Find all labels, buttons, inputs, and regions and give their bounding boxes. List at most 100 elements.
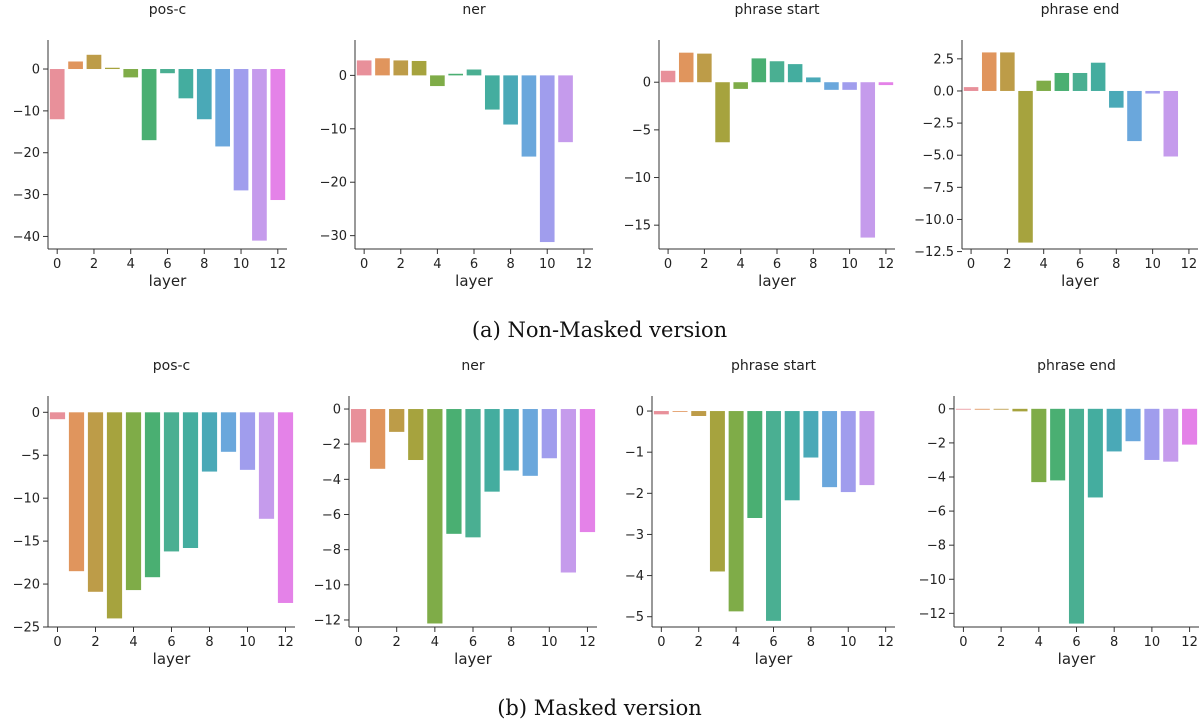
y-tick-label: −2 xyxy=(322,438,341,453)
y-tick-label: 0 xyxy=(938,402,946,417)
bar xyxy=(1127,90,1142,142)
bar xyxy=(160,69,175,74)
y-tick-label: −15 xyxy=(624,219,651,234)
bar xyxy=(822,411,838,488)
x-tick-label: 0 xyxy=(360,257,368,272)
bar xyxy=(840,411,856,493)
bar xyxy=(239,412,256,470)
x-tick-label: 0 xyxy=(959,635,967,650)
y-tick-label: −10 xyxy=(624,171,651,186)
caption-masked: (b) Masked version xyxy=(497,696,702,720)
chart-title: pos-c xyxy=(153,358,191,374)
bar xyxy=(466,69,482,76)
x-tick-label: 2 xyxy=(1003,257,1011,272)
bar xyxy=(806,77,821,83)
bar xyxy=(660,70,676,83)
y-tick-label: −10 xyxy=(320,122,347,137)
bar xyxy=(106,412,123,619)
y-tick-label: −3 xyxy=(625,528,644,543)
bar xyxy=(86,54,102,70)
bar xyxy=(448,73,464,76)
x-tick-label: 10 xyxy=(840,635,857,650)
chart-title: phrase start xyxy=(731,358,817,374)
bar xyxy=(408,409,424,461)
bar xyxy=(678,52,694,83)
x-tick-label: 0 xyxy=(354,635,362,650)
bar xyxy=(196,69,212,120)
bar xyxy=(709,411,725,572)
x-tick-label: 8 xyxy=(506,257,514,272)
y-tick-label: −5.0 xyxy=(922,149,954,164)
x-tick-label: 10 xyxy=(841,257,858,272)
x-tick-label: 10 xyxy=(233,257,250,272)
chart-title: pos-c xyxy=(149,2,187,18)
x-tick-label: 2 xyxy=(700,257,708,272)
bar xyxy=(715,82,730,143)
chart-panel-5: ner 0 −2 −4 −6 −8 −10 −12 0 2 4 6 8 10 12 layer xyxy=(314,358,597,668)
bar xyxy=(446,409,462,534)
y-tick-label: −10 xyxy=(314,578,341,593)
y-tick-label: −2 xyxy=(625,487,644,502)
bar xyxy=(125,412,142,591)
x-tick-label: 8 xyxy=(807,635,815,650)
bar xyxy=(803,411,819,458)
x-tick-label: 12 xyxy=(878,257,895,272)
bar xyxy=(393,60,409,76)
bar xyxy=(955,408,971,410)
bar xyxy=(1087,408,1103,498)
bar xyxy=(860,82,876,238)
bar xyxy=(1018,90,1033,243)
x-axis-label: layer xyxy=(755,650,793,668)
x-tick-label: 6 xyxy=(1072,635,1080,650)
x-tick-label: 4 xyxy=(433,257,441,272)
x-tick-label: 8 xyxy=(1112,257,1120,272)
y-tick-label: 0 xyxy=(333,403,341,418)
chart-title: ner xyxy=(461,358,484,374)
y-tick-label: −20 xyxy=(13,578,40,593)
bar xyxy=(270,69,286,201)
bar xyxy=(369,409,386,469)
bar xyxy=(824,82,839,90)
x-tick-label: 12 xyxy=(277,635,294,650)
x-tick-label: 0 xyxy=(53,635,61,650)
x-tick-label: 6 xyxy=(469,635,477,650)
x-tick-label: 2 xyxy=(695,635,703,650)
x-tick-label: 2 xyxy=(90,257,98,272)
y-tick-label: −8 xyxy=(927,539,946,554)
x-tick-label: 0 xyxy=(657,635,665,650)
bar xyxy=(430,75,445,87)
bar xyxy=(411,60,427,76)
bar xyxy=(1072,72,1088,91)
bar xyxy=(769,61,785,83)
y-tick-label: 2.5 xyxy=(933,52,954,67)
bar xyxy=(521,75,537,157)
chart-title: phrase start xyxy=(734,2,820,18)
bar xyxy=(1050,408,1066,481)
bar xyxy=(784,411,800,501)
bar xyxy=(522,409,538,476)
y-tick-label: −10 xyxy=(13,104,40,119)
x-tick-label: 6 xyxy=(1076,257,1084,272)
bar xyxy=(697,53,712,83)
x-tick-label: 8 xyxy=(205,635,213,650)
y-tick-label: 0 xyxy=(32,63,40,78)
chart-title: phrase end xyxy=(1037,358,1116,374)
bar xyxy=(558,75,573,143)
chart-panel-0: pos-c 0 −10 −20 −30 −40 0 2 4 6 8 10 12 layer xyxy=(13,2,287,290)
bar xyxy=(465,409,481,538)
y-tick-label: −12.5 xyxy=(914,245,954,260)
x-axis-label: layer xyxy=(455,272,493,290)
chart-title: ner xyxy=(462,2,485,18)
x-tick-label: 2 xyxy=(91,635,99,650)
x-tick-label: 10 xyxy=(1144,257,1161,272)
bar xyxy=(993,408,1009,410)
chart-panel-6: phrase start 0 −1 −2 −3 −4 −5 0 2 4 6 8 10 12 layer xyxy=(625,358,895,668)
y-tick-label: −10.0 xyxy=(914,213,954,228)
x-tick-label: 8 xyxy=(809,257,817,272)
bar xyxy=(252,69,267,241)
x-tick-label: 6 xyxy=(470,257,478,272)
chart-title: phrase end xyxy=(1041,2,1120,18)
bar xyxy=(233,69,249,191)
bar xyxy=(691,411,707,416)
